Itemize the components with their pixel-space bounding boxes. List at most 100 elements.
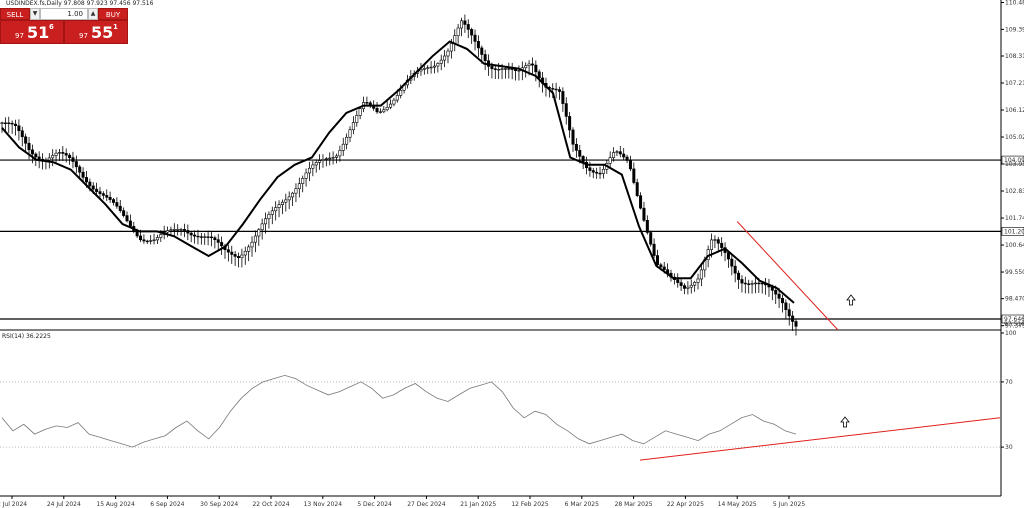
time-tick-label: 6 Mar 2025 — [565, 501, 599, 508]
candle-body — [74, 161, 78, 168]
candle-body — [426, 67, 430, 69]
candle-body — [270, 210, 274, 215]
candle-body — [737, 272, 741, 280]
candle-body — [307, 167, 311, 174]
candle-body — [24, 136, 28, 144]
candle-body — [628, 160, 632, 170]
candle-body — [277, 204, 281, 208]
candle-body — [689, 284, 693, 288]
candle-body — [237, 256, 241, 259]
candle-body — [382, 109, 386, 113]
candle-body — [683, 285, 687, 289]
moving-average-line — [1, 40, 795, 304]
candle-body — [294, 188, 298, 194]
buy-price-button[interactable]: 97 55 1 — [64, 20, 128, 44]
level-price-tag — [1001, 227, 1024, 236]
candle-body — [318, 160, 322, 163]
candle-body — [537, 71, 541, 79]
candle-body — [612, 152, 616, 158]
sell-price-pip: 6 — [49, 23, 54, 31]
candle-body — [649, 232, 653, 245]
candle-body — [608, 157, 612, 164]
candle-body — [328, 157, 332, 160]
candle-body — [446, 50, 450, 57]
price-tick-label: 107.215 — [1005, 80, 1024, 87]
time-tick-label: 5 Jun 2025 — [773, 501, 805, 508]
candle-body — [662, 266, 666, 271]
candle-body — [172, 229, 176, 231]
candle-body — [10, 122, 14, 125]
lot-size-input[interactable]: 1.00 — [40, 8, 88, 20]
candle-body — [365, 102, 369, 104]
candle-body — [186, 230, 190, 234]
candle-body — [615, 151, 619, 153]
sell-button[interactable]: SELL — [0, 8, 30, 20]
candle-body — [686, 286, 690, 289]
candle-body — [632, 168, 636, 183]
price-tick-label: 110.480 — [1005, 0, 1024, 6]
candle-body — [436, 63, 440, 67]
candle-body — [297, 183, 301, 190]
candle-body — [500, 68, 504, 70]
candle-body — [618, 151, 622, 155]
candle-body — [267, 214, 271, 220]
candle-body — [135, 231, 139, 237]
candle-body — [304, 172, 308, 179]
time-tick-label: 13 Nov 2024 — [304, 501, 343, 508]
lot-increase-button[interactable]: ▲ — [88, 8, 98, 20]
candle-body — [652, 243, 656, 256]
candle-body — [196, 235, 200, 238]
candle-body — [30, 149, 34, 155]
candle-body — [595, 171, 599, 174]
candle-body — [199, 236, 203, 238]
candle-body — [351, 122, 355, 131]
candle-body — [182, 229, 186, 231]
level-price-tag — [1001, 314, 1024, 324]
candle-body — [713, 239, 717, 241]
candle-body — [554, 88, 558, 91]
candle-body — [71, 157, 75, 162]
candle-body — [774, 289, 778, 295]
candle-body — [429, 66, 433, 69]
candle-body — [159, 234, 163, 238]
candle-body — [166, 230, 170, 233]
rsi-trendline — [639, 417, 1001, 461]
rsi-tick-label: 70 — [1005, 379, 1013, 386]
candle-body — [91, 185, 95, 190]
candle-body — [84, 177, 88, 183]
candle-body — [81, 171, 85, 178]
candle-body — [51, 155, 55, 159]
buy-price-pip: 1 — [113, 23, 118, 31]
candle-body — [635, 182, 639, 196]
candle-body — [111, 199, 115, 203]
one-click-trade-panel: SELL ▼ 1.00 ▲ BUY 97 51 6 97 55 1 — [0, 8, 128, 44]
buy-price-prefix: 97 — [79, 32, 88, 40]
candle-body — [399, 89, 403, 96]
candle-body — [784, 302, 788, 310]
candle-body — [7, 122, 11, 124]
candle-body — [155, 237, 159, 241]
candle-body — [3, 122, 7, 124]
candle-body — [439, 59, 443, 64]
candle-body — [659, 264, 663, 268]
candle-body — [61, 152, 65, 154]
candle-body — [189, 232, 193, 236]
sell-price-button[interactable]: 97 51 6 — [0, 20, 64, 44]
rsi-tick-label: 30 — [1005, 444, 1013, 451]
candle-body — [220, 242, 224, 247]
candle-body — [206, 236, 210, 238]
candle-body — [561, 91, 565, 104]
candle-body — [301, 178, 305, 184]
candle-body — [733, 265, 737, 274]
lot-decrease-button[interactable]: ▼ — [30, 8, 40, 20]
candle-body — [375, 108, 379, 113]
candle-body — [456, 27, 460, 36]
rsi-up-arrow-icon — [840, 416, 850, 428]
time-tick-label: 22 Apr 2025 — [667, 501, 704, 508]
price-tick-label: 103.930 — [1005, 161, 1024, 168]
time-tick-label: 15 Aug 2024 — [96, 501, 135, 508]
candle-body — [105, 195, 109, 198]
buy-button[interactable]: BUY — [98, 8, 128, 20]
